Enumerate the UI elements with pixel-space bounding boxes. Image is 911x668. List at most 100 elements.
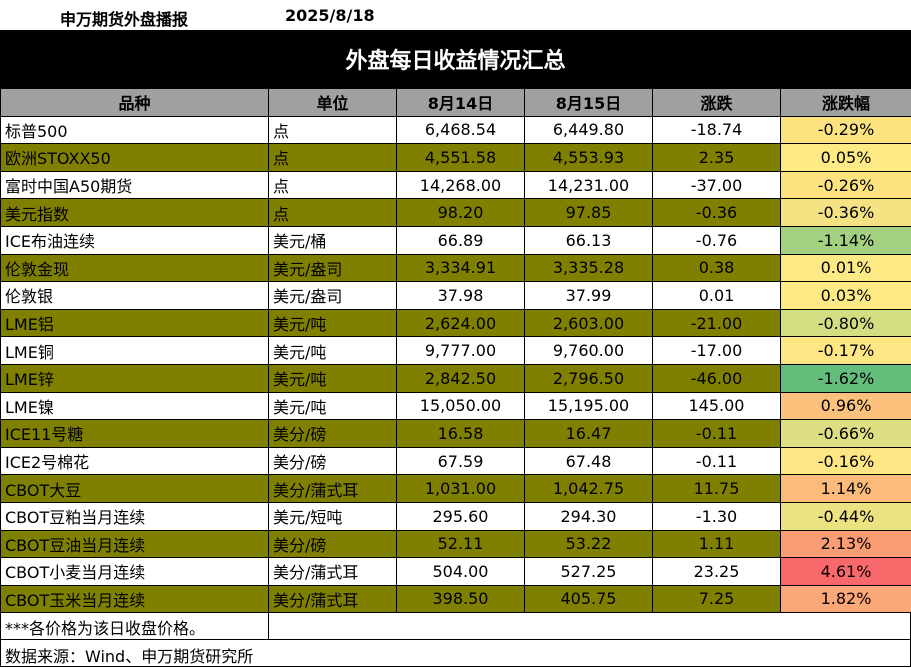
cell-aug15: 16.47 — [524, 419, 653, 448]
cell-aug15: 527.25 — [524, 557, 653, 586]
cell-aug15: 97.85 — [524, 198, 653, 227]
table-row: ICE2号棉花 美分/磅 67.59 67.48 -0.11 -0.16% — [0, 446, 911, 476]
cell-aug14: 4,551.58 — [396, 143, 525, 172]
cell-name: 富时中国A50期货 — [0, 170, 269, 200]
cell-name: 标普500 — [0, 115, 269, 145]
cell-unit: 美元/盎司 — [268, 281, 397, 310]
cell-unit: 美分/磅 — [268, 446, 397, 476]
cell-unit: 点 — [268, 143, 397, 172]
cell-aug14: 1,031.00 — [396, 474, 525, 503]
table-row: CBOT大豆 美分/蒲式耳 1,031.00 1,042.75 11.75 1.14% — [0, 474, 911, 503]
table-header-row: 品种 单位 8月14日 8月15日 涨跌 涨跌幅 — [0, 88, 911, 117]
table-row: 标普500 点 6,468.54 6,449.80 -18.74 -0.29% — [0, 115, 911, 145]
cell-name: CBOT豆油当月连续 — [0, 529, 269, 559]
table-row: LME锌 美元/吨 2,842.50 2,796.50 -46.00 -1.62% — [0, 363, 911, 393]
cell-change-pct: -1.62% — [780, 363, 911, 393]
cell-aug15: 294.30 — [524, 501, 653, 531]
cell-aug14: 98.20 — [396, 198, 525, 227]
cell-change-pct: 2.13% — [780, 529, 911, 559]
column-header-name: 品种 — [0, 88, 269, 117]
cell-unit: 美元/吨 — [268, 363, 397, 393]
cell-aug14: 6,468.54 — [396, 115, 525, 145]
cell-unit: 美分/蒲式耳 — [268, 474, 397, 503]
table-row: 伦敦银 美元/盎司 37.98 37.99 0.01 0.03% — [0, 281, 911, 310]
cell-change: -0.76 — [652, 225, 781, 255]
data-table: 品种 单位 8月14日 8月15日 涨跌 涨跌幅 标普500 点 6,468.54 6… — [0, 88, 911, 614]
cell-name: ICE布油连续 — [0, 225, 269, 255]
cell-unit: 点 — [268, 198, 397, 227]
cell-name: LME铜 — [0, 336, 269, 365]
cell-aug15: 6,449.80 — [524, 115, 653, 145]
table-row: LME铜 美元/吨 9,777.00 9,760.00 -17.00 -0.17% — [0, 336, 911, 365]
column-header-aug15: 8月15日 — [524, 88, 653, 117]
table-row: 富时中国A50期货点 14,268.00 14,231.00 -37.00 -0.26% — [0, 170, 911, 200]
report-name: 申万期货外盘播报 — [60, 10, 189, 29]
cell-unit: 美元/桶 — [268, 225, 397, 255]
cell-change-pct: -0.44% — [780, 501, 911, 531]
cell-aug14: 67.59 — [396, 446, 525, 476]
cell-change: -21.00 — [652, 308, 781, 338]
cell-change: -18.74 — [652, 115, 781, 145]
cell-name: ICE2号棉花 — [0, 446, 269, 476]
cell-change: -0.11 — [652, 419, 781, 448]
cell-change-pct: -0.17% — [780, 336, 911, 365]
cell-name: LME锌 — [0, 363, 269, 393]
cell-change: 1.11 — [652, 529, 781, 559]
cell-unit: 美元/吨 — [268, 308, 397, 338]
cell-aug15: 14,231.00 — [524, 170, 653, 200]
column-header-change-pct: 涨跌幅 — [780, 88, 911, 117]
cell-aug14: 52.11 — [396, 529, 525, 559]
cell-change: -17.00 — [652, 336, 781, 365]
cell-change: 0.01 — [652, 281, 781, 310]
cell-unit: 美分/磅 — [268, 529, 397, 559]
table-row: CBOT豆粕当月连续 美元/短吨 295.60 294.30 -1.30 -0.44% — [0, 501, 911, 531]
cell-change-pct: -0.16% — [780, 446, 911, 476]
cell-change: -1.30 — [652, 501, 781, 531]
cell-change-pct: -0.66% — [780, 419, 911, 448]
cell-aug14: 14,268.00 — [396, 170, 525, 200]
cell-name: CBOT小麦当月连续 — [0, 557, 269, 586]
cell-aug15: 66.13 — [524, 225, 653, 255]
cell-aug15: 4,553.93 — [524, 143, 653, 172]
cell-change: 7.25 — [652, 584, 781, 614]
table-row: LME镍 美元/吨 15,050.00 15,195.00 145.00 0.96% — [0, 391, 911, 421]
cell-change: -37.00 — [652, 170, 781, 200]
table-row: CBOT小麦当月连续 美分/蒲式耳 504.00 527.25 23.25 4.61% — [0, 557, 911, 586]
cell-change-pct: 4.61% — [780, 557, 911, 586]
cell-aug15: 53.22 — [524, 529, 653, 559]
cell-name: LME镍 — [0, 391, 269, 421]
cell-change: -0.36 — [652, 198, 781, 227]
cell-change-pct: 1.14% — [780, 474, 911, 503]
cell-aug14: 37.98 — [396, 281, 525, 310]
cell-name: CBOT豆粕当月连续 — [0, 501, 269, 531]
cell-aug15: 1,042.75 — [524, 474, 653, 503]
column-header-change: 涨跌 — [652, 88, 781, 117]
cell-unit: 美元/吨 — [268, 391, 397, 421]
cell-unit: 美元/短吨 — [268, 501, 397, 531]
cell-aug15: 2,603.00 — [524, 308, 653, 338]
table-row: CBOT豆油当月连续 美分/磅 52.11 53.22 1.11 2.13% — [0, 529, 911, 559]
cell-change: 0.38 — [652, 253, 781, 283]
column-header-aug14: 8月14日 — [396, 88, 525, 117]
table-row: 欧洲STOXX50 点 4,551.58 4,553.93 2.35 0.05% — [0, 143, 911, 172]
cell-name: CBOT玉米当月连续 — [0, 584, 269, 614]
cell-aug14: 9,777.00 — [396, 336, 525, 365]
cell-aug14: 15,050.00 — [396, 391, 525, 421]
table-row: ICE布油连续 美元/桶 66.89 66.13 -0.76 -1.14% — [0, 225, 911, 255]
cell-unit: 点 — [268, 170, 397, 200]
cell-name: CBOT大豆 — [0, 474, 269, 503]
cell-aug14: 16.58 — [396, 419, 525, 448]
cell-change-pct: -1.14% — [780, 225, 911, 255]
cell-name: 伦敦银 — [0, 281, 269, 310]
cell-change: 145.00 — [652, 391, 781, 421]
table-row: LME铝 美元/吨 2,624.00 2,603.00 -21.00 -0.80% — [0, 308, 911, 338]
cell-aug14: 66.89 — [396, 225, 525, 255]
cell-unit: 点 — [268, 115, 397, 145]
cell-aug15: 3,335.28 — [524, 253, 653, 283]
cell-change-pct: 0.96% — [780, 391, 911, 421]
cell-aug14: 504.00 — [396, 557, 525, 586]
cell-change-pct: 1.82% — [780, 584, 911, 614]
cell-unit: 美分/蒲式耳 — [268, 557, 397, 586]
page-title: 外盘每日收益情况汇总 — [0, 30, 911, 88]
table-row: CBOT玉米当月连续 美分/蒲式耳 398.50 405.75 7.25 1.82% — [0, 584, 911, 614]
